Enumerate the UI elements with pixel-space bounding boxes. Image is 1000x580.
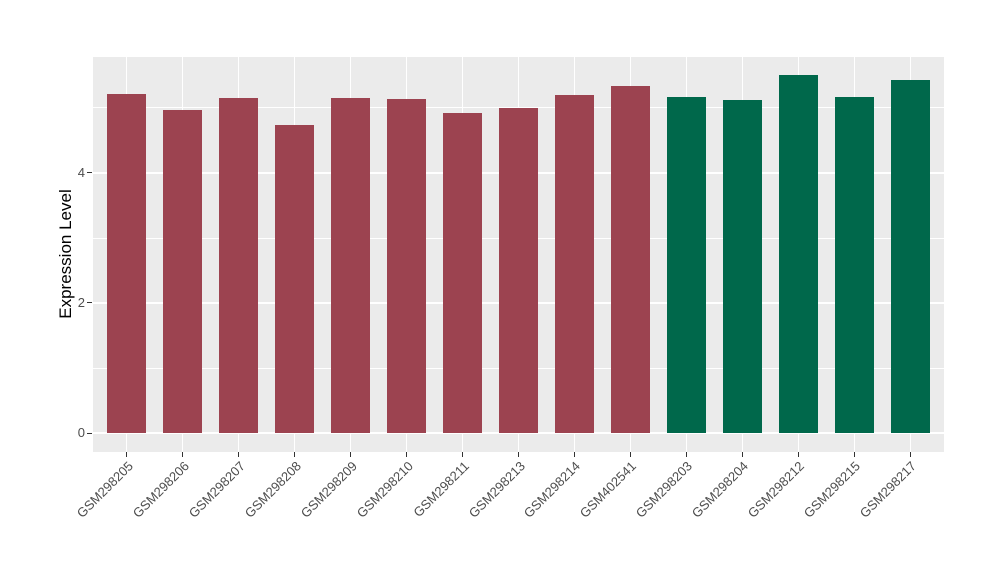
x-tick-mark: [182, 452, 184, 457]
x-tick-mark: [741, 452, 743, 457]
x-tick-mark: [573, 452, 575, 457]
y-tick-label: 4: [77, 164, 85, 180]
y-tick-label: 2: [77, 294, 85, 310]
bar-GSM298206: [163, 109, 203, 434]
x-tick-label-GSM298205: GSM298205: [73, 458, 136, 521]
bar-GSM298207: [219, 97, 259, 434]
x-tick-mark: [462, 452, 463, 457]
x-tick-mark: [294, 452, 296, 457]
bar-GSM298214: [554, 94, 594, 434]
x-tick-mark: [797, 452, 799, 457]
x-tick-mark: [350, 452, 352, 457]
bar-GSM298217: [890, 79, 930, 434]
x-tick-mark: [518, 452, 519, 457]
y-tick-mark: [87, 172, 92, 174]
y-tick-mark: [87, 432, 92, 434]
bar-GSM298212: [778, 74, 818, 434]
bar-GSM298210: [387, 98, 427, 434]
y-tick-label: 0: [77, 425, 85, 441]
bar-GSM298211: [443, 112, 482, 434]
plot-panel: [93, 57, 944, 452]
y-axis-title: Expression Level: [56, 189, 75, 319]
bar-GSM298203: [666, 96, 706, 434]
x-tick-mark: [126, 452, 128, 457]
x-tick-mark: [629, 452, 631, 457]
x-tick-mark: [406, 452, 408, 457]
bar-GSM298209: [331, 97, 371, 434]
bar-GSM298205: [107, 94, 147, 434]
x-tick-mark: [853, 452, 855, 457]
bar-GSM298215: [834, 96, 874, 434]
x-tick-mark: [909, 452, 911, 457]
x-tick-mark: [238, 452, 240, 457]
y-tick-mark: [87, 302, 92, 304]
x-tick-mark: [685, 452, 687, 457]
bar-GSM402541: [610, 85, 650, 434]
bar-GSM298213: [499, 107, 538, 434]
bar-GSM298204: [722, 99, 762, 434]
bar-GSM298208: [275, 125, 315, 434]
